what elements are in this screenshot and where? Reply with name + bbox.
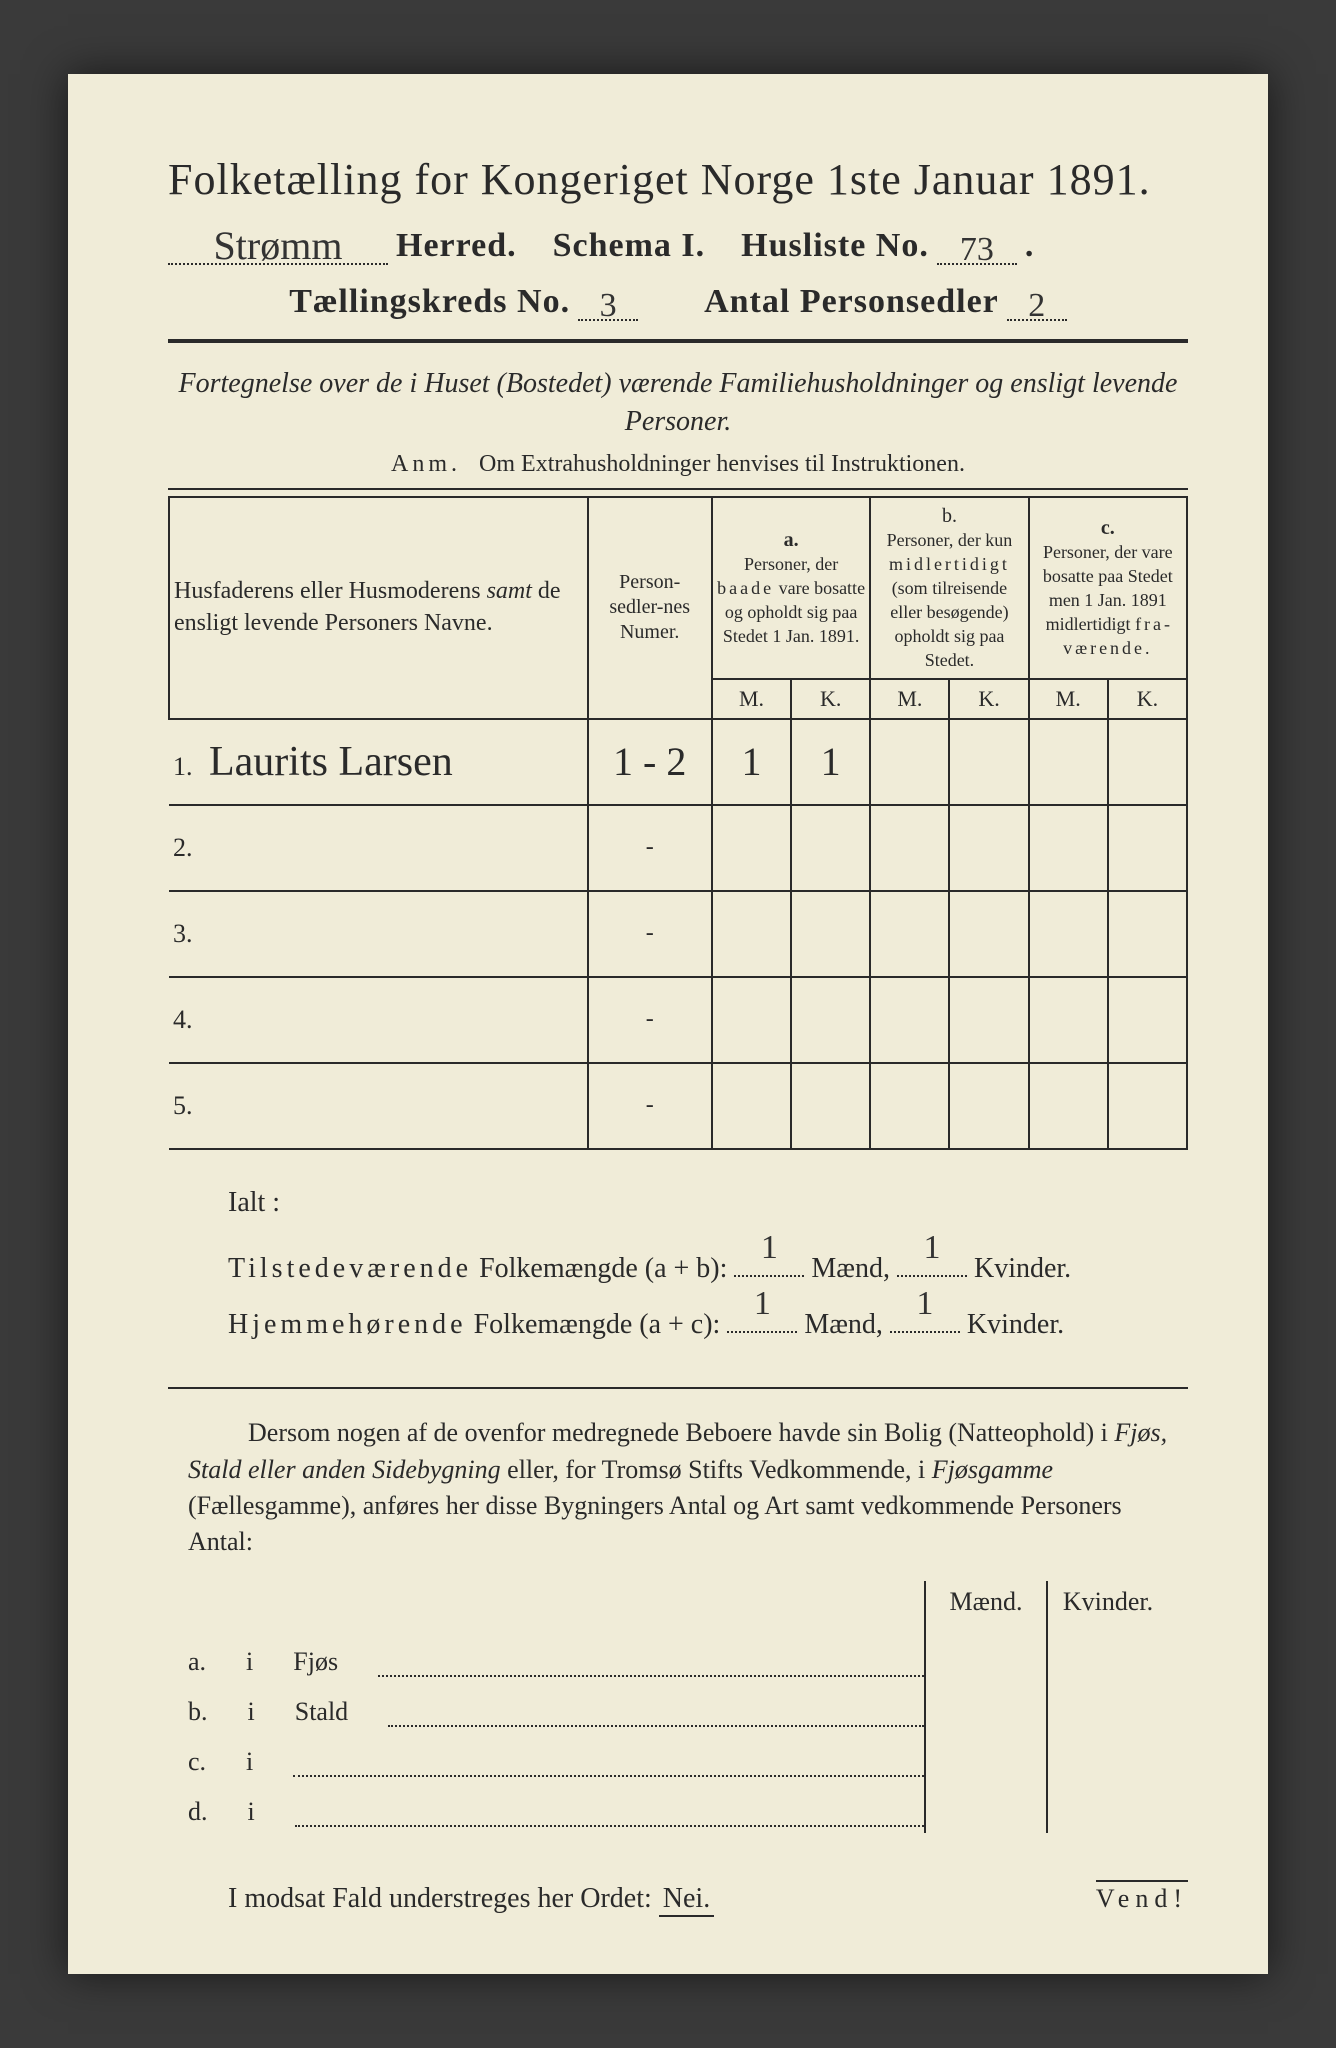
divider — [168, 339, 1188, 343]
header-line-3: Tællingskreds No. 3 Antal Personsedler 2 — [168, 283, 1188, 321]
col-c-k: K. — [1108, 679, 1187, 719]
divider-thin-2 — [168, 1387, 1188, 1389]
nei-line: I modsat Fald understreges her Ordet: Ne… — [228, 1883, 1168, 1917]
antal-field: 2 — [1007, 283, 1067, 321]
ialt-block: Ialt : Tilstedeværende Folkemængde (a + … — [228, 1176, 1188, 1352]
ialt-label: Ialt : — [228, 1176, 1188, 1229]
anm-line: Anm. Om Extrahusholdninger henvises til … — [168, 451, 1188, 478]
vend-label: Vend! — [1096, 1880, 1188, 1914]
building-maend-col: Mænd. — [926, 1581, 1048, 1833]
husliste-label: Husliste No. — [741, 227, 929, 265]
row-name: Laurits Larsen — [199, 739, 453, 785]
anm-text: Om Extrahusholdninger henvises til Instr… — [479, 451, 965, 477]
col-numer: Person-sedler-nes Numer. — [588, 497, 712, 719]
divider-thin — [168, 488, 1188, 490]
col-a: a. Personer, der baade vare bo­satte og … — [712, 497, 870, 679]
herred-field: Strømm — [168, 227, 388, 265]
dots — [388, 1705, 924, 1727]
row-num: 1 - 2 — [588, 719, 712, 805]
kreds-field: 3 — [578, 283, 638, 321]
anm-label: Anm. — [391, 451, 461, 477]
col-a-k: K. — [791, 679, 870, 719]
building-paragraph: Dersom nogen af de ovenfor medregnede Be… — [188, 1415, 1168, 1561]
dots — [293, 1755, 924, 1777]
building-row: a. i Fjøs — [188, 1627, 924, 1677]
census-form: Folketælling for Kongeriget Norge 1ste J… — [68, 74, 1268, 1974]
col-b-k: K. — [949, 679, 1028, 719]
building-list: a. i Fjøs b. i Stald c. i d. i — [188, 1581, 924, 1833]
page-title: Folketælling for Kongeriget Norge 1ste J… — [168, 154, 1188, 205]
ialt-m2: 1 — [727, 1295, 797, 1333]
antal-value: 2 — [1007, 287, 1067, 325]
schema-label: Schema I. — [553, 227, 706, 265]
ialt-line-2: Hjemmehørende Folkemængde (a + c): 1 Mæn… — [228, 1295, 1188, 1351]
col-names: Husfaderens eller Husmode­rens samt de e… — [169, 497, 588, 719]
kreds-value: 3 — [578, 287, 638, 325]
nei-word: Nei. — [659, 1883, 714, 1917]
building-block: a. i Fjøs b. i Stald c. i d. i — [188, 1581, 1168, 1833]
col-c-m: M. — [1029, 679, 1108, 719]
table-row: 2. - — [169, 805, 1187, 891]
header-line-2: Strømm Herred. Schema I. Husliste No. 73… — [168, 227, 1188, 265]
ialt-line-1: Tilstedeværende Folkemængde (a + b): 1 M… — [228, 1239, 1188, 1295]
ialt-k1: 1 — [897, 1239, 967, 1277]
main-table: Husfaderens eller Husmode­rens samt de e… — [168, 496, 1188, 1150]
building-row: c. i — [188, 1727, 924, 1777]
dots — [295, 1805, 924, 1827]
row-am: 1 — [712, 719, 791, 805]
building-row: b. i Stald — [188, 1677, 924, 1727]
subtitle: Fortegnelse over de i Huset (Bostedet) v… — [168, 365, 1188, 441]
dots — [378, 1655, 924, 1677]
herred-value: Strømm — [168, 222, 388, 269]
kreds-label: Tællingskreds No. — [289, 283, 570, 321]
husliste-value: 73 — [937, 231, 1017, 269]
table-row: 5. - — [169, 1063, 1187, 1149]
table-row: 3. - — [169, 891, 1187, 977]
row-ak: 1 — [791, 719, 870, 805]
col-a-m: M. — [712, 679, 791, 719]
building-kvinder-col: Kvinder. — [1048, 1581, 1168, 1833]
col-c: c. Personer, der vare bosatte paa Stedet… — [1029, 497, 1187, 679]
table-row: 4. - — [169, 977, 1187, 1063]
col-b: b. Personer, der kun midler­tidigt (som … — [870, 497, 1028, 679]
ialt-m1: 1 — [734, 1239, 804, 1277]
row-name-cell: 1. Laurits Larsen — [169, 719, 588, 805]
ialt-k2: 1 — [890, 1295, 960, 1333]
husliste-field: 73 — [937, 227, 1017, 265]
herred-label: Herred. — [396, 227, 517, 265]
building-mk-cols: Mænd. Kvinder. — [924, 1581, 1168, 1833]
antal-label: Antal Personsedler — [704, 283, 999, 321]
table-row: 1. Laurits Larsen 1 - 2 1 1 — [169, 719, 1187, 805]
building-row: d. i — [188, 1777, 924, 1827]
col-b-m: M. — [870, 679, 949, 719]
